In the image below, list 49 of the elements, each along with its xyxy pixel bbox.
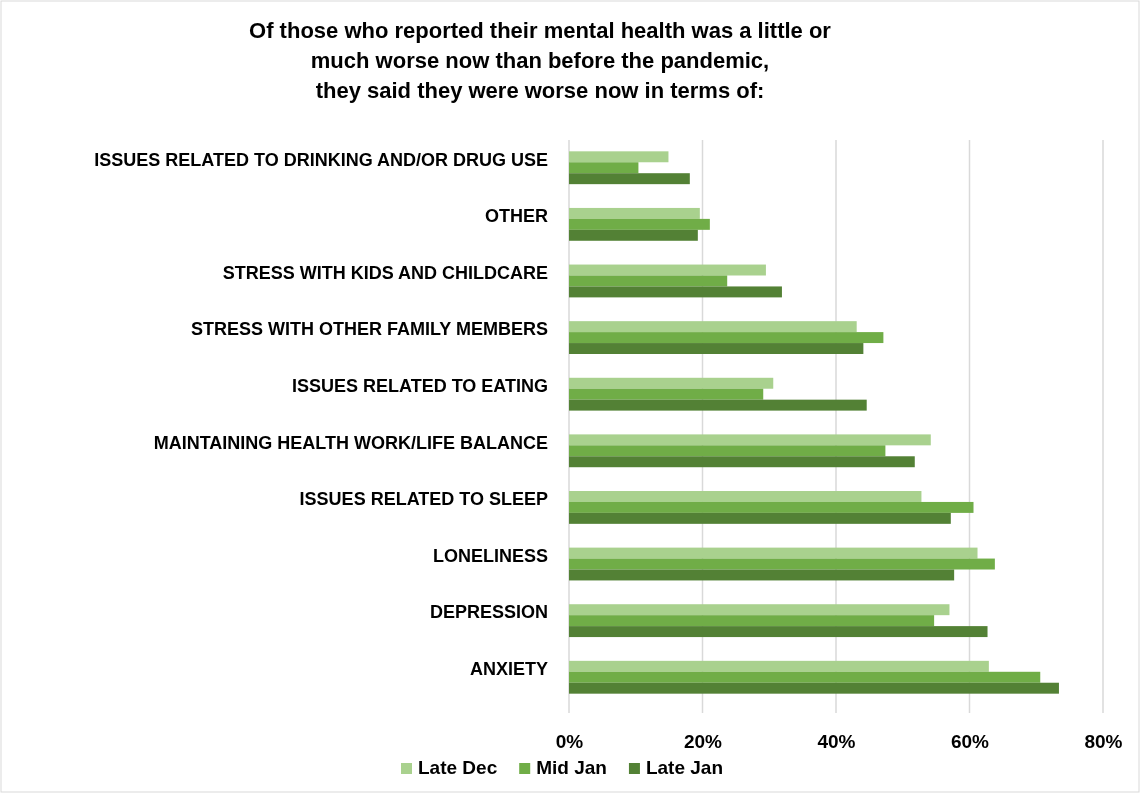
bar xyxy=(569,162,639,174)
y-tick-label: STRESS WITH KIDS AND CHILDCARE xyxy=(222,262,548,283)
bar xyxy=(569,229,698,241)
bar xyxy=(569,207,700,219)
bar xyxy=(569,660,989,672)
y-tick-label: DEPRESSION xyxy=(429,602,548,623)
legend-label: Late Dec xyxy=(418,757,498,778)
bar xyxy=(569,377,774,389)
bar xyxy=(569,332,884,344)
bar xyxy=(569,321,857,333)
y-tick-label: ANXIETY xyxy=(469,659,548,680)
y-tick-label: ISSUES RELATED TO EATING xyxy=(291,375,548,396)
bar xyxy=(569,264,766,276)
bar xyxy=(569,682,1059,694)
bar xyxy=(569,445,886,457)
legend-label: Mid Jan xyxy=(536,757,607,778)
y-tick-label: MAINTAINING HEALTH WORK/LIFE BALANCE xyxy=(153,432,548,453)
bar xyxy=(569,275,728,287)
bar xyxy=(569,547,978,559)
y-tick-label: LONELINESS xyxy=(432,545,548,566)
bar xyxy=(569,501,974,513)
chart-title: Of those who reported their mental health was a little or much worse now than before the pandemic, they said they were worse now in terms of: xyxy=(249,18,832,103)
bar xyxy=(569,626,988,638)
x-tick-label: 0% xyxy=(555,731,584,753)
bar xyxy=(569,558,995,570)
bar xyxy=(569,173,690,185)
bar xyxy=(569,604,950,616)
bar xyxy=(569,434,931,446)
bar xyxy=(569,218,710,230)
bar xyxy=(569,286,782,298)
y-tick-label: STRESS WITH OTHER FAMILY MEMBERS xyxy=(190,319,548,340)
x-tick-label: 20% xyxy=(683,731,723,753)
bar xyxy=(569,388,764,400)
y-tick-label: ISSUES RELATED TO DRINKING AND/OR DRUG USE xyxy=(94,149,548,170)
y-tick-label: OTHER xyxy=(485,206,548,227)
bar xyxy=(569,615,935,627)
bar xyxy=(569,671,1041,683)
x-tick-label: 60% xyxy=(950,731,990,753)
x-tick-label: 80% xyxy=(1084,731,1123,753)
x-tick-label: 40% xyxy=(817,731,856,753)
legend-label: Late Jan xyxy=(645,757,724,778)
bar xyxy=(569,569,955,581)
y-tick-label: ISSUES RELATED TO SLEEP xyxy=(299,489,548,510)
bar xyxy=(569,512,951,524)
bar xyxy=(569,456,915,468)
bar xyxy=(569,151,669,163)
bar xyxy=(569,343,864,354)
bar xyxy=(569,399,867,411)
bar xyxy=(569,491,922,502)
